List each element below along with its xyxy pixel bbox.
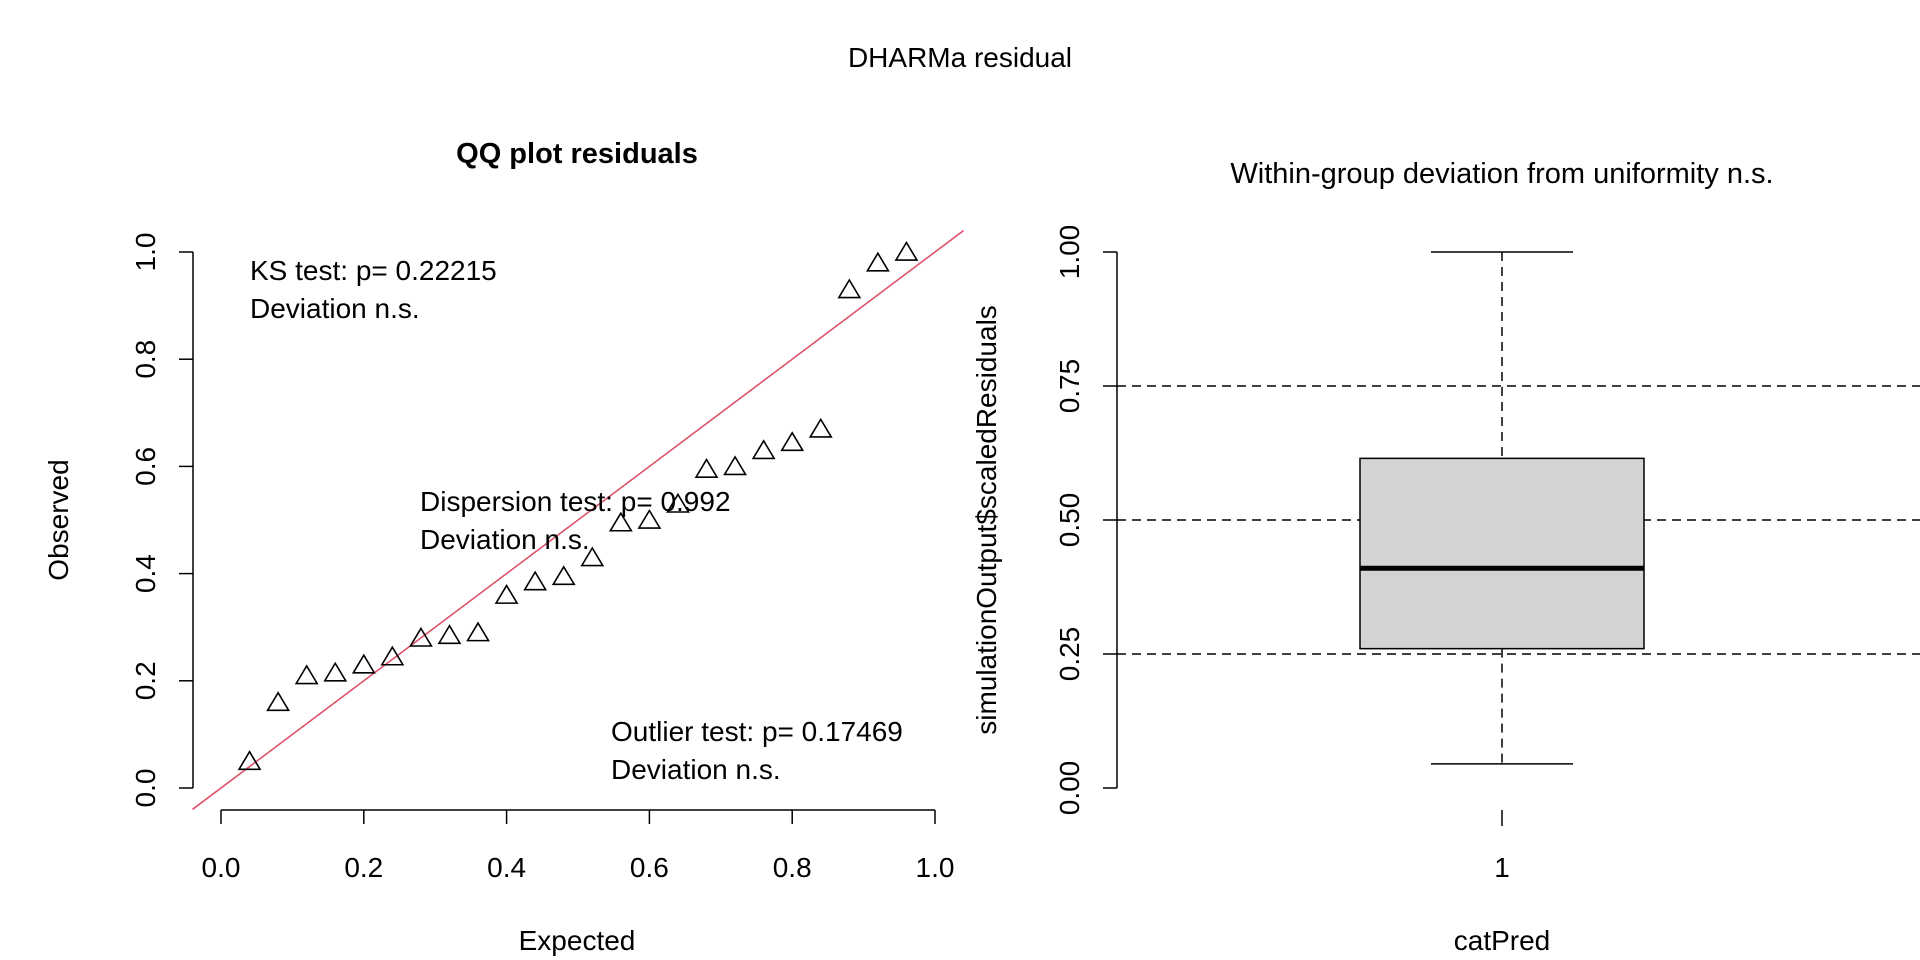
boxplot-marks bbox=[1359, 251, 1645, 765]
qq-y-tick-label: 0.2 bbox=[130, 661, 161, 700]
qq-y-tick-label: 0.0 bbox=[130, 769, 161, 808]
dispersion-deviation-text: Deviation n.s. bbox=[420, 524, 590, 555]
qq-point bbox=[608, 511, 633, 532]
qq-plot-title: QQ plot residuals bbox=[456, 138, 698, 170]
qq-point bbox=[808, 417, 833, 438]
qq-point bbox=[237, 750, 262, 771]
qq-point bbox=[323, 661, 348, 682]
qq-x-tick-label: 0.6 bbox=[630, 852, 669, 883]
qq-point bbox=[266, 691, 291, 712]
boxplot-x-axis-label: catPred bbox=[1454, 925, 1551, 956]
qq-point bbox=[409, 626, 433, 647]
boxplot-y-tick-label: 0.50 bbox=[1054, 493, 1085, 548]
qq-point bbox=[865, 251, 890, 272]
qq-point bbox=[580, 546, 605, 567]
figure-title: DHARMa residual bbox=[848, 42, 1072, 73]
qq-point bbox=[694, 458, 719, 478]
qq-plot-panel: QQ plot residuals Expected Observed 0.0 0… bbox=[43, 138, 965, 956]
qq-y-tick-label: 0.4 bbox=[130, 554, 161, 593]
boxplot-title: Within-group deviation from uniformity n… bbox=[1230, 158, 1773, 190]
qq-point bbox=[894, 240, 919, 261]
qq-y-axis-label: Observed bbox=[43, 459, 74, 580]
qq-y-tick-label: 0.8 bbox=[130, 340, 161, 379]
qq-x-tick-label: 1.0 bbox=[916, 852, 955, 883]
qq-point bbox=[437, 624, 462, 645]
qq-point bbox=[466, 621, 490, 642]
boxplot-axes: 0.00 0.25 0.50 0.75 1.00 1 bbox=[1054, 225, 1510, 883]
qq-point bbox=[494, 583, 519, 604]
qq-point bbox=[666, 492, 690, 513]
qq-x-tick-label: 0.8 bbox=[773, 852, 812, 883]
qq-point bbox=[380, 645, 405, 666]
outlier-test-text: Outlier test: p= 0.17469 bbox=[611, 716, 903, 747]
dispersion-test-text: Dispersion test: p= 0.992 bbox=[420, 486, 731, 517]
qq-axes: 0.0 0.2 0.4 0.6 0.8 1.0 0.0 0.2 0.4 0.6 0.8 1.0 bbox=[130, 233, 954, 883]
qq-points bbox=[237, 240, 919, 771]
boxplot-x-tick-label: 1 bbox=[1494, 852, 1510, 883]
qq-x-tick-label: 0.4 bbox=[487, 852, 526, 883]
qq-y-tick-label: 1.0 bbox=[130, 233, 161, 272]
boxplot-y-tick-label: 0.25 bbox=[1054, 627, 1085, 682]
qq-x-axis-label: Expected bbox=[519, 925, 636, 956]
boxplot-box bbox=[1359, 457, 1645, 650]
ks-test-text: KS test: p= 0.22215 bbox=[250, 255, 497, 286]
qq-point bbox=[351, 653, 376, 674]
qq-x-tick-label: 0.2 bbox=[344, 852, 383, 883]
qq-point bbox=[723, 455, 747, 476]
ks-deviation-text: Deviation n.s. bbox=[250, 293, 420, 324]
boxplot-panel: Within-group deviation from uniformity n… bbox=[971, 158, 1920, 956]
qq-point bbox=[837, 278, 862, 299]
qq-point bbox=[751, 439, 776, 460]
qq-point bbox=[294, 664, 319, 685]
qq-point bbox=[637, 508, 662, 529]
qq-point bbox=[523, 570, 548, 591]
qq-reference-line bbox=[191, 229, 965, 811]
qq-y-tick-label: 0.6 bbox=[130, 447, 161, 486]
boxplot-y-tick-label: 0.00 bbox=[1054, 761, 1085, 816]
boxplot-y-axis-label: simulationOutput$scaledResiduals bbox=[971, 305, 1002, 735]
qq-point bbox=[780, 431, 805, 452]
qq-point bbox=[551, 565, 576, 586]
outlier-deviation-text: Deviation n.s. bbox=[611, 754, 781, 785]
boxplot-y-tick-label: 1.00 bbox=[1054, 225, 1085, 280]
qq-x-tick-label: 0.0 bbox=[202, 852, 241, 883]
boxplot-y-tick-label: 0.75 bbox=[1054, 359, 1085, 414]
